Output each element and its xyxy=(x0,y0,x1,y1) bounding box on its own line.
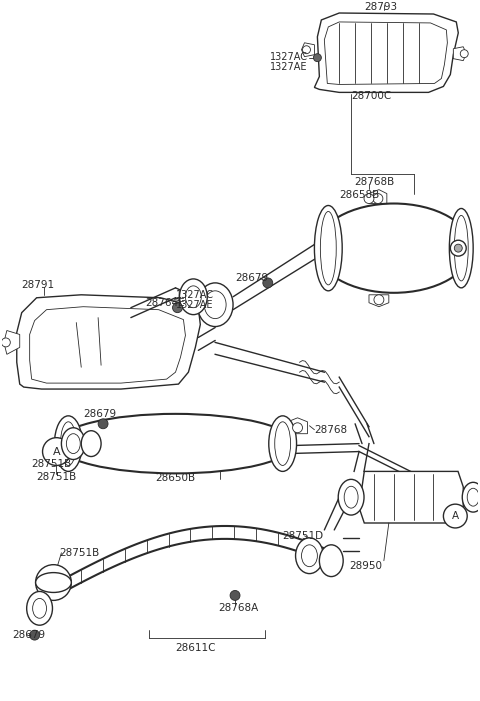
Circle shape xyxy=(374,295,384,305)
Text: 28950: 28950 xyxy=(349,561,382,571)
Text: 1327AC: 1327AC xyxy=(176,290,214,300)
Ellipse shape xyxy=(180,279,207,315)
Polygon shape xyxy=(4,330,20,354)
Circle shape xyxy=(30,630,39,640)
Text: A: A xyxy=(53,447,60,456)
Text: 1327AE: 1327AE xyxy=(270,62,307,72)
Text: 1327AE: 1327AE xyxy=(176,300,213,310)
Circle shape xyxy=(263,278,273,288)
Circle shape xyxy=(98,418,108,429)
Ellipse shape xyxy=(269,416,297,471)
Ellipse shape xyxy=(57,414,295,473)
Circle shape xyxy=(450,240,466,256)
Ellipse shape xyxy=(314,205,342,291)
Circle shape xyxy=(293,423,302,433)
Circle shape xyxy=(43,437,71,465)
Polygon shape xyxy=(453,47,466,60)
Ellipse shape xyxy=(316,203,471,293)
Text: 28679: 28679 xyxy=(235,273,268,283)
Circle shape xyxy=(373,193,383,203)
Text: A: A xyxy=(452,511,459,521)
Polygon shape xyxy=(301,43,314,57)
Ellipse shape xyxy=(319,545,343,577)
Ellipse shape xyxy=(27,592,52,625)
Polygon shape xyxy=(288,418,308,434)
Polygon shape xyxy=(369,189,387,203)
Polygon shape xyxy=(369,295,389,307)
Circle shape xyxy=(454,244,462,252)
Ellipse shape xyxy=(296,538,324,573)
Text: 28751B: 28751B xyxy=(36,472,77,482)
Ellipse shape xyxy=(81,430,101,456)
Circle shape xyxy=(36,565,72,600)
Circle shape xyxy=(1,338,10,347)
Polygon shape xyxy=(314,13,458,93)
Polygon shape xyxy=(17,295,200,389)
Circle shape xyxy=(172,303,182,313)
Ellipse shape xyxy=(54,416,82,471)
Text: 28751D: 28751D xyxy=(283,531,324,541)
Text: 28768: 28768 xyxy=(314,425,348,435)
Text: 28751B: 28751B xyxy=(32,459,72,470)
Text: 28650B: 28650B xyxy=(156,473,196,484)
Circle shape xyxy=(230,590,240,600)
Text: 28768B: 28768B xyxy=(354,177,395,186)
Ellipse shape xyxy=(462,482,480,512)
Circle shape xyxy=(460,50,468,57)
Circle shape xyxy=(302,46,311,54)
Text: 28611C: 28611C xyxy=(176,643,216,653)
Text: 28791: 28791 xyxy=(22,280,55,290)
Text: 28700C: 28700C xyxy=(351,91,391,102)
Text: 28679: 28679 xyxy=(83,409,116,419)
Circle shape xyxy=(364,193,374,203)
Text: 28679: 28679 xyxy=(12,630,45,640)
Ellipse shape xyxy=(61,428,85,459)
Text: 28764E: 28764E xyxy=(146,298,185,308)
Ellipse shape xyxy=(36,573,72,592)
Ellipse shape xyxy=(449,208,473,288)
Text: 28658B: 28658B xyxy=(339,189,380,200)
Circle shape xyxy=(313,54,322,62)
Text: 28793: 28793 xyxy=(364,2,397,12)
Ellipse shape xyxy=(338,479,364,515)
Text: 1327AC: 1327AC xyxy=(270,52,308,62)
Ellipse shape xyxy=(197,283,233,327)
Polygon shape xyxy=(359,471,463,523)
Text: 28751B: 28751B xyxy=(60,547,100,558)
Text: 28768A: 28768A xyxy=(218,604,258,613)
Circle shape xyxy=(444,504,467,528)
